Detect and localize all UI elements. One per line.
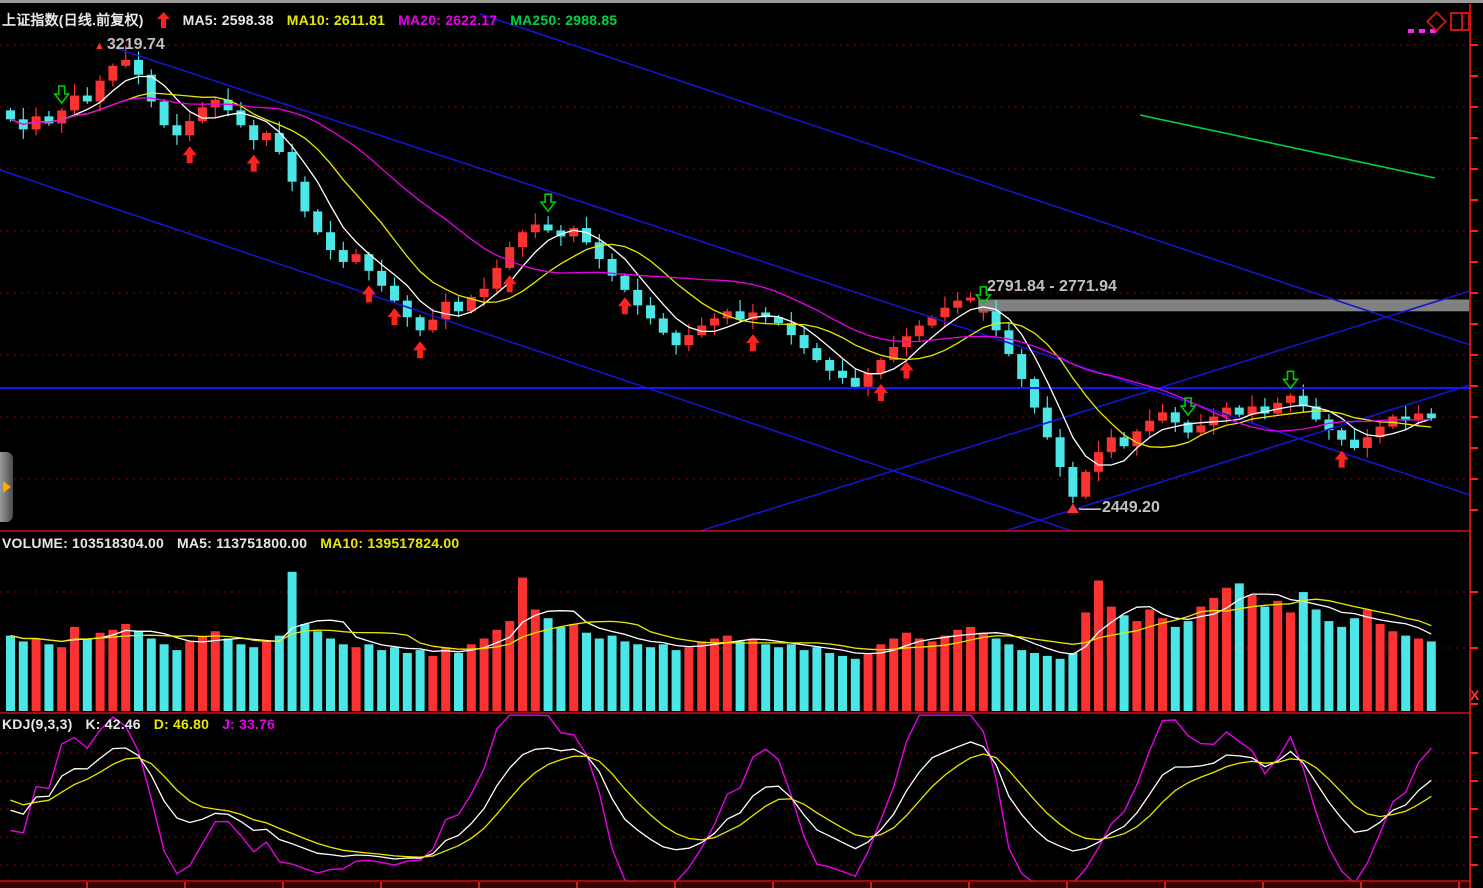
- up-arrow-icon: [156, 12, 170, 28]
- price-panel-header: 上证指数(日线.前复权) MA5: 2598.38 MA10: 2611.81 …: [2, 10, 617, 30]
- kdj-k-value: K: 42.46: [85, 716, 141, 732]
- ma5-value: MA5: 2598.38: [182, 12, 274, 28]
- low-price-label: 2449.20: [1102, 499, 1160, 516]
- peak-marker-icon: ▲: [94, 40, 105, 52]
- volume-value: VOLUME: 103518304.00: [2, 535, 164, 551]
- expand-arrow-icon: [2, 481, 11, 493]
- symbol-title: 上证指数(日线.前复权): [2, 12, 144, 28]
- kdj-panel-header: KDJ(9,3,3) K: 42.46 D: 46.80 J: 33.76: [2, 716, 275, 732]
- volume-panel-header: VOLUME: 103518304.00 MA5: 113751800.00 M…: [2, 535, 459, 551]
- close-icon[interactable]: X: [1470, 687, 1480, 703]
- ma20-value: MA20: 2622.17: [398, 12, 498, 28]
- gap-range-label: 2791.84 - 2771.94: [987, 278, 1117, 295]
- split-window-icon[interactable]: [1450, 12, 1470, 31]
- volume-ma10-value: MA10: 139517824.00: [320, 535, 460, 551]
- ma250-value: MA250: 2988.85: [510, 12, 618, 28]
- kdj-j-value: J: 33.76: [222, 716, 276, 732]
- kdj-d-value: D: 46.80: [153, 716, 210, 732]
- ma10-value: MA10: 2611.81: [286, 12, 386, 28]
- kdj-name: KDJ(9,3,3): [2, 716, 73, 732]
- ellipsis-icon[interactable]: [1408, 29, 1436, 33]
- volume-ma5-value: MA5: 113751800.00: [176, 535, 308, 551]
- window-top-edge: [0, 0, 1483, 3]
- peak-price-label: ▲ 3219.74: [94, 36, 165, 53]
- sidebar-expand-button[interactable]: [0, 452, 13, 522]
